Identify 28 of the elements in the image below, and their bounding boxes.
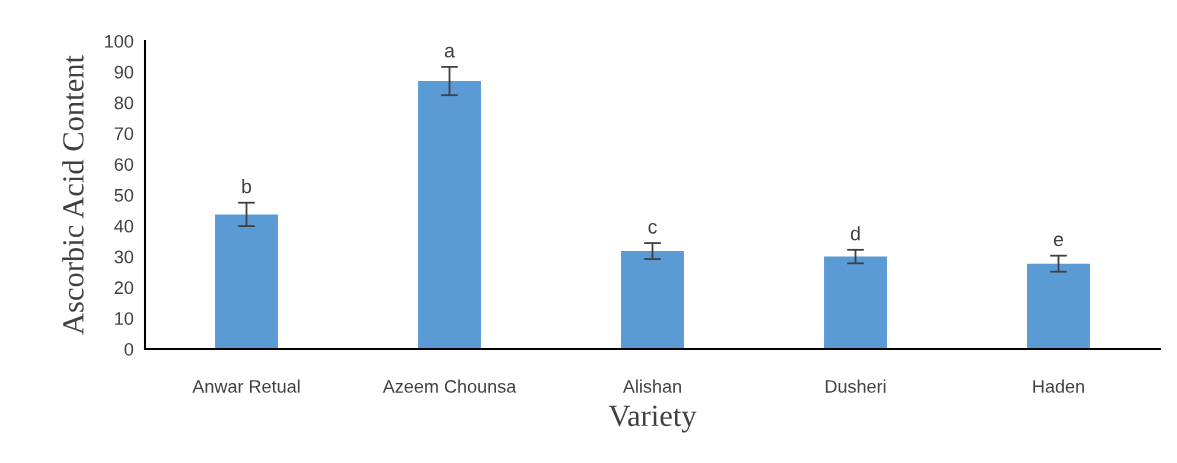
annotation: a xyxy=(444,46,455,58)
x-tick-label: Azeem Chounsa xyxy=(382,379,517,393)
x-tick-label: Dusheri xyxy=(825,379,886,393)
bar xyxy=(621,251,684,349)
x-tick-label: Anwar Retual xyxy=(192,379,300,393)
y-tick-label: 90 xyxy=(114,65,134,79)
y-tick-label: 60 xyxy=(114,158,134,171)
x-axis-title: Variety xyxy=(608,405,697,433)
x-tick-label: Alishan xyxy=(622,379,681,393)
y-tick-label: 40 xyxy=(114,219,134,233)
y-tick-label: 70 xyxy=(114,127,134,141)
bar xyxy=(418,81,481,349)
y-tick-label: 20 xyxy=(114,281,134,295)
annotation: c xyxy=(648,222,657,234)
y-tick-label: 100 xyxy=(105,34,134,48)
y-tick-label: 0 xyxy=(124,342,134,356)
y-tick-label: 10 xyxy=(115,312,134,325)
annotation: b xyxy=(242,179,252,194)
annotation: d xyxy=(850,226,860,241)
bar xyxy=(1027,263,1090,349)
y-axis-title: Ascorbic Acid Content xyxy=(62,55,84,335)
y-tick-label: 50 xyxy=(114,188,134,202)
y-tick-label: 30 xyxy=(114,250,134,264)
bar xyxy=(824,256,887,349)
y-tick-label: 80 xyxy=(114,96,134,110)
bar xyxy=(215,214,278,349)
annotation: e xyxy=(1053,235,1064,247)
x-tick-label: Haden xyxy=(1033,379,1084,393)
